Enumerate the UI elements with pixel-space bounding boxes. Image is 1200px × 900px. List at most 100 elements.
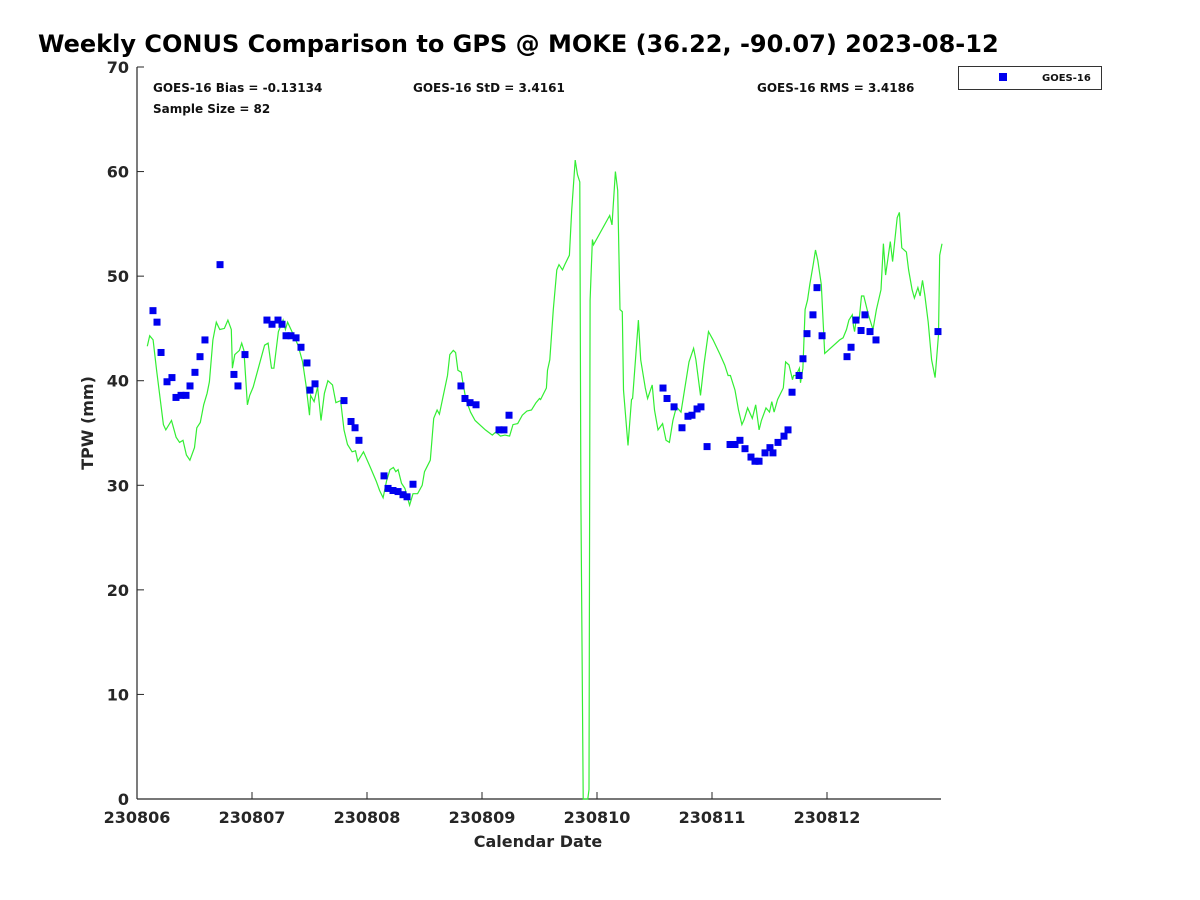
goes-16-point — [495, 426, 503, 434]
y-tick-label: 20 — [107, 581, 129, 600]
goes-16-point — [803, 330, 811, 338]
goes-16-point — [196, 353, 204, 361]
goes-16-point — [389, 487, 397, 495]
goes-16-point — [505, 411, 513, 419]
goes-16-point — [182, 391, 190, 399]
goes-16-point — [234, 382, 242, 390]
goes-16-point — [278, 320, 286, 328]
goes-16-point — [263, 316, 271, 324]
x-axis-label: Calendar Date — [474, 832, 603, 851]
goes-16-point — [697, 403, 705, 411]
goes-16-point — [809, 311, 817, 319]
goes-16-point — [688, 411, 696, 419]
goes-16-point — [774, 438, 782, 446]
chart-title: Weekly CONUS Comparison to GPS @ MOKE (3… — [38, 30, 999, 58]
goes-16-point — [384, 484, 392, 492]
goes-16-point — [241, 351, 249, 359]
gps-series-line — [146, 160, 943, 800]
y-tick-label: 60 — [107, 163, 129, 182]
goes-16-points — [149, 261, 942, 501]
goes-16-point — [761, 449, 769, 457]
legend-label-goes-16: GOES-16 — [1042, 73, 1091, 84]
goes-16-point — [788, 388, 796, 396]
x-tick-label: 230807 — [219, 808, 286, 827]
x-tick-label: 230806 — [104, 808, 171, 827]
goes-16-point — [191, 368, 199, 376]
bias-stat: GOES-16 Bias = -0.13134 — [153, 81, 322, 95]
axes: 0 10 20 30 40 50 60 70 230806 230807 230808 230809 2… — [104, 58, 941, 827]
goes-16-point — [201, 336, 209, 344]
goes-16-point — [500, 426, 508, 434]
goes-16-point — [168, 374, 176, 382]
y-tick-label: 30 — [107, 476, 129, 495]
y-axis-label: TPW (mm) — [78, 376, 97, 470]
goes-16-point — [347, 417, 355, 425]
goes-16-point — [663, 394, 671, 402]
goes-16-point — [399, 491, 407, 499]
goes-16-point — [703, 443, 711, 451]
goes-16-point — [153, 318, 161, 326]
legend: GOES-16 — [958, 66, 1102, 90]
goes-16-point — [340, 397, 348, 405]
goes-16-point — [813, 284, 821, 292]
goes-16-point — [684, 412, 692, 420]
goes-16-point — [847, 343, 855, 351]
goes-16-point — [282, 332, 290, 340]
goes-16-point — [403, 493, 411, 501]
goes-16-point — [216, 261, 224, 269]
y-tick-label: 0 — [118, 790, 129, 809]
x-tick-label: 230811 — [679, 808, 746, 827]
rms-stat: GOES-16 RMS = 3.4186 — [757, 81, 914, 95]
goes-16-point — [186, 382, 194, 390]
goes-16-point — [872, 336, 880, 344]
goes-16-point — [351, 424, 359, 432]
y-tick-label: 70 — [107, 58, 129, 77]
x-tick-label: 230810 — [564, 808, 631, 827]
goes-16-point — [466, 399, 474, 407]
y-tick-label: 50 — [107, 267, 129, 286]
std-stat: GOES-16 StD = 3.4161 — [413, 81, 565, 95]
goes-16-point — [843, 353, 851, 361]
goes-16-point — [457, 382, 465, 390]
goes-16-point — [149, 307, 157, 315]
goes-16-point — [670, 403, 678, 411]
x-tick-label: 230809 — [449, 808, 516, 827]
goes-16-point — [934, 328, 942, 336]
goes-16-point — [751, 457, 759, 465]
goes-16-point — [795, 371, 803, 379]
goes-16-point — [731, 441, 739, 449]
goes-16-point — [659, 384, 667, 392]
goes-16-point — [461, 394, 469, 402]
goes-16-point — [355, 436, 363, 444]
goes-16-point — [177, 391, 185, 399]
legend-box — [958, 66, 1102, 90]
goes-16-point — [409, 480, 417, 488]
goes-16-point — [163, 378, 171, 386]
goes-16-point — [287, 332, 295, 340]
goes-16-point — [693, 405, 701, 413]
goes-16-point — [306, 386, 314, 394]
goes-16-point — [292, 334, 300, 342]
goes-16-point — [741, 445, 749, 453]
goes-16-point — [784, 426, 792, 434]
goes-16-point — [866, 328, 874, 336]
goes-16-point — [726, 441, 734, 449]
goes-16-point — [172, 393, 180, 401]
goes-16-point — [769, 449, 777, 457]
goes-16-point — [780, 432, 788, 440]
x-tick-label: 230808 — [334, 808, 401, 827]
goes-16-point — [755, 457, 763, 465]
goes-16-point — [736, 436, 744, 444]
y-tick-label: 10 — [107, 685, 129, 704]
goes-16-point — [852, 316, 860, 324]
goes-16-point — [303, 359, 311, 367]
sample-size-stat: Sample Size = 82 — [153, 102, 270, 116]
goes-16-point — [311, 380, 319, 388]
goes-16-point — [766, 444, 774, 452]
goes-16-point — [268, 320, 276, 328]
goes-16-point — [157, 348, 165, 356]
goes-16-point — [297, 343, 305, 351]
goes-16-point — [747, 453, 755, 461]
goes-16-point — [472, 401, 480, 409]
